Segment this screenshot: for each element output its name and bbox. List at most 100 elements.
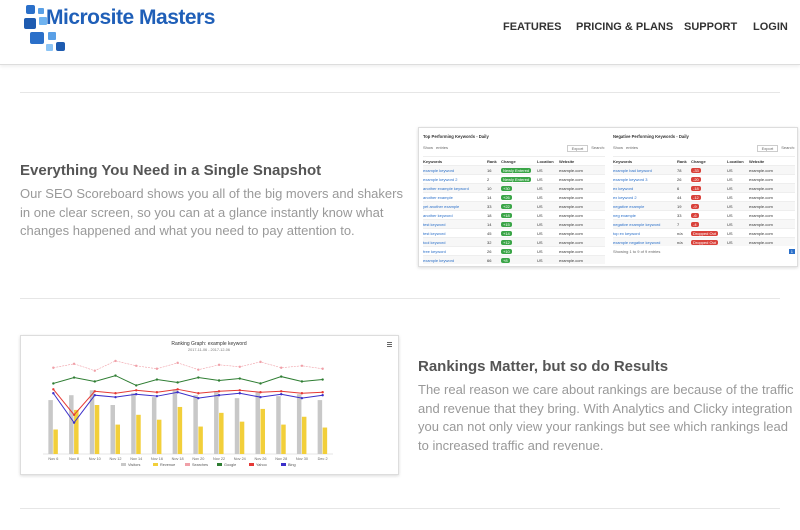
- change-badge: -18: [691, 185, 701, 191]
- table-row: example negative keyword n/a Dropped Out US…: [613, 237, 795, 246]
- table-cell: +18: [501, 212, 537, 218]
- logo-text[interactable]: Microsite Masters: [46, 6, 215, 29]
- table-row: example keyword 2 2 Newly Entered US example…: [423, 174, 605, 183]
- table-cell: US: [727, 185, 733, 191]
- x-tick-label: Nov 18: [172, 457, 184, 461]
- bar: [110, 405, 115, 454]
- chart-title: Ranking Graph: example keyword: [171, 341, 247, 347]
- table-cell: example.com: [749, 194, 773, 200]
- table-cell: n/a: [677, 239, 683, 245]
- table-cell: 33: [677, 212, 682, 218]
- nav-link[interactable]: LOGIN: [753, 21, 788, 33]
- table-cell: US: [727, 221, 733, 227]
- change-badge: Dropped Out: [691, 239, 718, 245]
- change-badge: -12: [691, 194, 701, 200]
- table-cell: free keyword: [423, 248, 446, 254]
- chart: Ranking Graph: example keyword 2017-11-0…: [43, 341, 392, 467]
- table-cell: 2: [487, 176, 490, 182]
- bar: [255, 392, 260, 454]
- point: [135, 384, 138, 387]
- table-cell: US: [537, 167, 543, 173]
- bar: [115, 424, 120, 454]
- table-cell: 32: [487, 239, 492, 245]
- table-cell: example.com: [559, 230, 583, 236]
- column-header: Location: [727, 158, 744, 164]
- bar: [48, 400, 53, 454]
- point: [300, 396, 304, 400]
- bar: [172, 389, 178, 454]
- point: [52, 366, 55, 369]
- point: [238, 392, 241, 395]
- bar: [317, 400, 323, 454]
- bar: [214, 391, 219, 454]
- table-cell: example.com: [559, 221, 583, 227]
- feature-text: Everything You Need in a Single Snapshot…: [20, 162, 405, 241]
- table-cell: US: [537, 257, 543, 263]
- column-header: Rank: [487, 158, 497, 164]
- nav-link[interactable]: SUPPORT: [684, 21, 738, 33]
- x-tick-label: Nov 30: [296, 457, 308, 461]
- bar: [74, 409, 79, 454]
- table-cell: example.com: [749, 221, 773, 227]
- table-cell: example.com: [749, 212, 773, 218]
- nav-link[interactable]: FEATURES: [503, 21, 562, 33]
- point: [238, 377, 241, 380]
- panel-title: Negative Performing Keywords - Daily: [613, 134, 689, 139]
- bar: [198, 426, 203, 454]
- change-badge: +22: [501, 203, 512, 209]
- point: [217, 390, 221, 393]
- chart-subtitle: 2017-11-06 - 2017-12-06: [188, 348, 230, 352]
- change-badge: +10: [501, 248, 512, 254]
- table-row: tool keyword 32 +12 US example.com: [423, 237, 605, 246]
- table-cell: example.com: [559, 212, 583, 218]
- table-cell: -33: [691, 167, 727, 173]
- table-cell: +8: [501, 257, 537, 263]
- table-cell: another example: [423, 194, 453, 200]
- point: [280, 366, 283, 369]
- table-cell: 26: [487, 248, 492, 254]
- table-row: example keyword 66 +8 US example.com: [423, 255, 605, 264]
- table-cell: US: [537, 230, 543, 236]
- divider: [20, 508, 780, 509]
- table-cell: example.com: [559, 257, 583, 263]
- footer-text: Showing 1 to 9 of 9 entries: [613, 249, 661, 254]
- logo-icon: [24, 5, 65, 51]
- bar: [193, 395, 198, 454]
- point: [114, 374, 117, 377]
- table-cell: example.com: [749, 203, 773, 209]
- change-badge: +12: [501, 239, 512, 245]
- point: [217, 394, 221, 397]
- table-cell: example.com: [749, 239, 773, 245]
- search-label: Search:: [781, 145, 795, 150]
- table-controls: Show entries Export Search:: [423, 145, 605, 152]
- change-badge: +14: [501, 230, 512, 236]
- table-cell: -12: [691, 194, 727, 200]
- point: [155, 391, 159, 394]
- entries-label: entries: [626, 145, 639, 150]
- legend-swatch: [217, 463, 222, 466]
- point: [280, 393, 283, 396]
- point: [176, 391, 179, 394]
- change-badge: -9: [691, 203, 699, 209]
- legend-swatch: [281, 463, 286, 466]
- legend-swatch: [121, 463, 126, 466]
- point: [52, 388, 55, 391]
- table-row: negative example 19 -9 US example.com: [613, 201, 795, 210]
- column-header: Website: [749, 158, 765, 164]
- table-row: example bad keyword 78 -33 US example.com: [613, 165, 795, 174]
- table-cell: 44: [677, 194, 682, 200]
- table-cell: US: [727, 239, 733, 245]
- legend-label: Searches: [192, 463, 208, 467]
- table-cell: example keyword 2: [423, 176, 458, 182]
- x-tick-label: Nov 8: [69, 457, 79, 461]
- table-row: test keyword 14 +15 US example.com: [423, 219, 605, 228]
- table-cell: example.com: [559, 194, 583, 200]
- table-cell: US: [537, 203, 543, 209]
- line-series: [53, 360, 323, 372]
- table-cell: -9: [691, 203, 727, 209]
- table-cell: example bad keyword: [613, 167, 652, 173]
- nav-link[interactable]: PRICING & PLANS: [576, 21, 674, 33]
- table-cell: 33: [487, 203, 492, 209]
- table-cell: -4: [691, 221, 727, 227]
